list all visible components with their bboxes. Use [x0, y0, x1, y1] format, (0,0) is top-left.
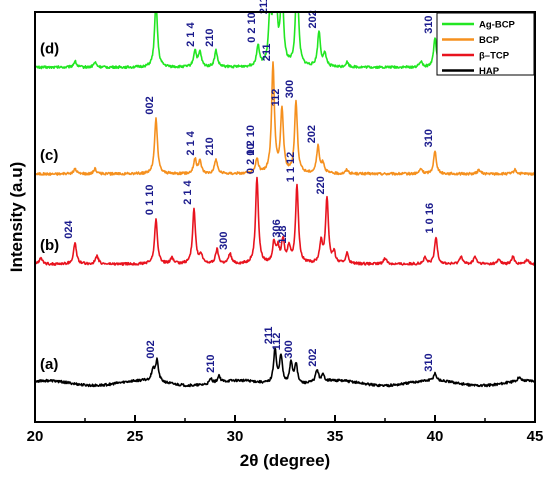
peak-label: 0 1 10	[144, 185, 156, 216]
legend-label-tcp: β–TCP	[479, 51, 510, 62]
peak-label: 112	[271, 333, 283, 351]
peak-label: 2 1 4	[185, 22, 197, 47]
x-axis-title: 2θ (degree)	[240, 451, 330, 470]
x-tick-label: 25	[127, 428, 144, 445]
curve-label-bcp: (c)	[40, 147, 58, 164]
x-tick-label: 45	[527, 428, 544, 445]
peak-label: 2 1 4	[182, 179, 194, 204]
y-axis-title: Intensity (a.u)	[7, 162, 26, 273]
peak-label: 0 2 10	[246, 12, 258, 43]
curve-label-tcp: (b)	[40, 237, 59, 254]
peak-label: 202	[307, 10, 319, 28]
peak-label: 310	[423, 129, 435, 147]
peak-label: 002	[145, 340, 157, 358]
legend-label-ag-bcp: Ag-BCP	[479, 20, 516, 31]
peak-label: 300	[284, 80, 296, 98]
peak-label: 210	[204, 29, 216, 47]
peak-label: 211	[261, 44, 273, 62]
series-line-bcp	[35, 61, 535, 176]
curve-label-hap: (a)	[40, 356, 58, 373]
peak-label: 310	[423, 15, 435, 33]
peak-label: 310	[423, 353, 435, 371]
legend: Ag-BCP BCP β–TCP HAP	[436, 12, 535, 77]
peak-label: 0 2 10	[245, 125, 257, 156]
x-tick-label: 40	[427, 428, 444, 445]
peak-label: 112	[270, 89, 282, 107]
peak-label: 2 1 4	[185, 130, 197, 155]
curve-label-ag-bcp: (d)	[40, 40, 59, 57]
x-tick-label: 30	[227, 428, 244, 445]
peak-label: 024	[63, 220, 75, 239]
peak-label: 202	[307, 348, 319, 366]
peak-label: 1 1 12	[285, 152, 297, 183]
peak-label: 300	[218, 232, 230, 250]
series-line-tcp	[35, 176, 535, 266]
series-line-hap	[35, 347, 535, 388]
peak-label: 300	[283, 340, 295, 358]
legend-label-hap: HAP	[479, 66, 500, 77]
peak-label: 306	[271, 219, 283, 237]
peak-label: 210	[205, 355, 217, 373]
x-tick-label: 35	[327, 428, 344, 445]
peak-label: 211	[263, 326, 275, 344]
peak-label: 128	[277, 225, 289, 243]
peak-label: 211	[258, 0, 270, 14]
legend-label-bcp: BCP	[479, 35, 500, 46]
peak-label: 210	[204, 137, 216, 155]
peak-label: 202	[306, 125, 318, 143]
peak-label: 220	[315, 176, 327, 194]
x-tick-label: 20	[27, 428, 44, 445]
peak-label: 0 2 10	[245, 144, 257, 175]
peak-label: 002	[144, 96, 156, 114]
peak-label: 1 0 16	[424, 203, 436, 234]
